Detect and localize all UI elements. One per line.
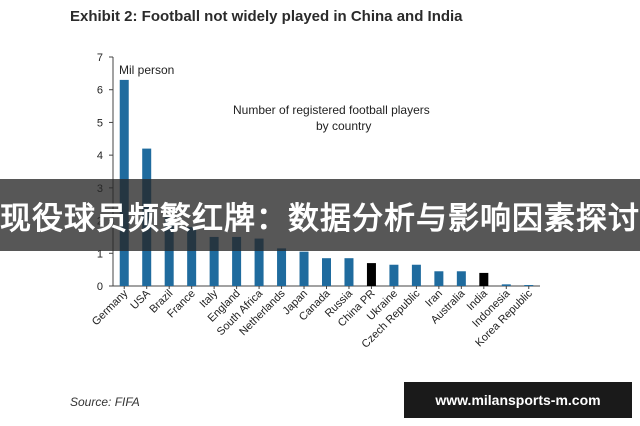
x-tick-label: Germany bbox=[90, 287, 131, 328]
bar-canada bbox=[322, 258, 331, 286]
bar-russia bbox=[344, 258, 354, 286]
bar-india bbox=[479, 272, 489, 286]
bar-china-pr bbox=[366, 263, 376, 286]
bar-japan bbox=[299, 251, 309, 286]
y-tick-label: 4 bbox=[97, 150, 103, 162]
chart-annotation-line-2: by country bbox=[316, 119, 371, 133]
bar-ukraine bbox=[389, 264, 399, 286]
bar-netherlands bbox=[277, 248, 287, 286]
y-tick-label: 0 bbox=[97, 281, 103, 293]
bar-czech-republic bbox=[411, 264, 421, 286]
banner-text: 现役球员频繁红牌：数据分析与影响因素探讨 bbox=[0, 200, 640, 237]
watermark-link[interactable]: www.milansports-m.com bbox=[404, 382, 632, 418]
unit-label: Mil person bbox=[119, 63, 174, 77]
y-tick-label: 7 bbox=[97, 52, 103, 64]
bar-south-africa bbox=[254, 238, 264, 286]
bar-england bbox=[232, 236, 242, 286]
chart-annotation-line-1: Number of registered football players bbox=[233, 103, 430, 117]
bar-brazil bbox=[164, 217, 174, 286]
bar-indonesia bbox=[501, 284, 511, 286]
source-note: Source: FIFA bbox=[70, 395, 140, 409]
bar-korea-republic bbox=[524, 285, 534, 286]
bar-italy bbox=[209, 236, 219, 286]
y-tick-label: 5 bbox=[97, 117, 103, 129]
chart-axes: 01234567 bbox=[97, 52, 540, 293]
y-tick-label: 1 bbox=[97, 248, 103, 260]
bar-france bbox=[187, 227, 197, 286]
page-title: Exhibit 2: Football not widely played in… bbox=[70, 8, 463, 25]
bar-australia bbox=[456, 271, 466, 286]
overlay-banner: 现役球员频繁红牌：数据分析与影响因素探讨 bbox=[0, 179, 640, 251]
bar-iran bbox=[434, 271, 444, 286]
y-tick-label: 6 bbox=[97, 85, 103, 97]
